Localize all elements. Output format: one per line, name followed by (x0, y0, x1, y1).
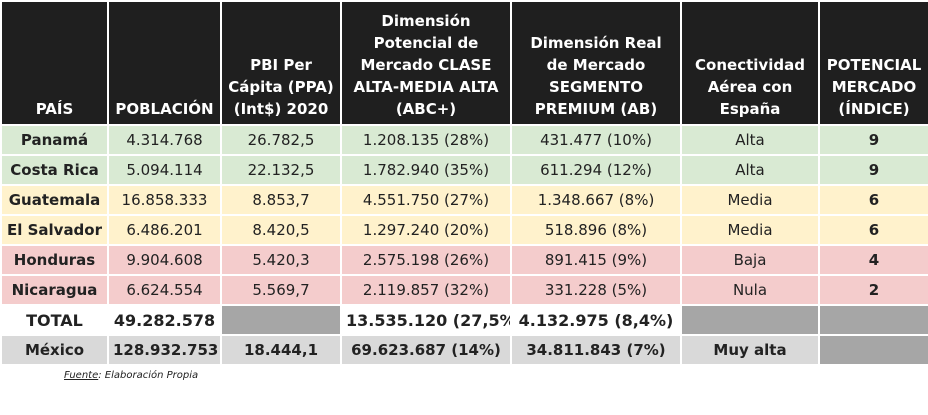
empty-cell (818, 304, 928, 336)
header-line: MERCADO (831, 78, 917, 96)
value-cell: 431.477 (10%) (510, 124, 682, 156)
value-cell: 891.415 (9%) (510, 244, 682, 276)
mexico-row: México 128.932.753 18.444,1 69.623.687 (14%… (0, 334, 928, 366)
data-row: El Salvador 6.486.201 8.420,5 1.297.240 (20… (0, 214, 928, 246)
total-row: TOTAL 49.282.578 13.535.120 (27,5%) 4.132.9… (0, 304, 928, 336)
value-cell: 26.782,5 (220, 124, 342, 156)
header-line: POTENCIAL (826, 56, 922, 74)
value-cell: 2.119.857 (32%) (340, 274, 512, 306)
header-line: de Mercado (546, 56, 646, 74)
data-row: Nicaragua 6.624.554 5.569,7 2.119.857 (32%)… (0, 274, 928, 306)
value-cell: 1.208.135 (28%) (340, 124, 512, 156)
value-cell: 6 (818, 214, 928, 246)
value-cell: 5.420,3 (220, 244, 342, 276)
header-line: ALTA-MEDIA ALTA (353, 78, 499, 96)
value-cell: 2 (818, 274, 928, 306)
empty-cell (680, 304, 820, 336)
value-cell: 9.904.608 (107, 244, 222, 276)
header-cell: POTENCIAL MERCADO (ÍNDICE) (818, 0, 928, 126)
data-row: Guatemala 16.858.333 8.853,7 4.551.750 (27%… (0, 184, 928, 216)
value-cell: 5.569,7 (220, 274, 342, 306)
country-cell: Costa Rica (0, 154, 109, 186)
value-cell: 8.420,5 (220, 214, 342, 246)
header-row: PAÍS POBLACIÓN PBI Per Cápita (PPA) (Int$) 2… (0, 0, 928, 126)
empty-cell (818, 334, 928, 366)
header-line: Dimensión (381, 12, 471, 30)
value-cell: 2.575.198 (26%) (340, 244, 512, 276)
header-line: SEGMENTO (548, 78, 644, 96)
country-cell: Panamá (0, 124, 109, 156)
header-cell: PBI Per Cápita (PPA) (Int$) 2020 (220, 0, 342, 126)
value-cell: 1.782.940 (35%) (340, 154, 512, 186)
value-cell: 4 (818, 244, 928, 276)
value-cell: 4.551.750 (27%) (340, 184, 512, 216)
value-cell: 49.282.578 (107, 304, 222, 336)
source-label: Fuente (64, 370, 99, 381)
country-cell: El Salvador (0, 214, 109, 246)
value-cell: 9 (818, 124, 928, 156)
value-cell: Baja (680, 244, 820, 276)
value-cell: 13.535.120 (27,5%) (340, 304, 512, 336)
country-cell: Honduras (0, 244, 109, 276)
source-note: Fuente: Elaboración Propia (64, 370, 928, 381)
header-line: Potencial de (373, 34, 479, 52)
value-cell: 1.348.667 (8%) (510, 184, 682, 216)
value-cell: 22.132,5 (220, 154, 342, 186)
value-cell: 9 (818, 154, 928, 186)
data-row: Honduras 9.904.608 5.420,3 2.575.198 (26%) 8… (0, 244, 928, 276)
value-cell: 4.314.768 (107, 124, 222, 156)
value-cell: 34.811.843 (7%) (510, 334, 682, 366)
value-cell: 611.294 (12%) (510, 154, 682, 186)
row-label: México (0, 334, 109, 366)
empty-cell (220, 304, 342, 336)
value-cell: 18.444,1 (220, 334, 342, 366)
country-cell: Guatemala (0, 184, 109, 216)
header-line: Aérea con (707, 78, 793, 96)
value-cell: Muy alta (680, 334, 820, 366)
header-cell: Dimensión Real de Mercado SEGMENTO PREMIUM … (510, 0, 682, 126)
header-cell: POBLACIÓN (107, 0, 222, 126)
value-cell: Media (680, 184, 820, 216)
source-text: : Elaboración Propia (98, 370, 199, 381)
value-cell: 1.297.240 (20%) (340, 214, 512, 246)
value-cell: Nula (680, 274, 820, 306)
header-line: Cápita (PPA) (228, 78, 334, 96)
header-line: (ABC+) (395, 100, 457, 118)
header-line: POBLACIÓN (115, 100, 214, 118)
value-cell: Alta (680, 124, 820, 156)
value-cell: 128.932.753 (107, 334, 222, 366)
header-line: PREMIUM (AB) (534, 100, 658, 118)
header-line: Conectividad (695, 56, 805, 74)
header-cell: PAÍS (0, 0, 109, 126)
value-cell: Alta (680, 154, 820, 186)
value-cell: 518.896 (8%) (510, 214, 682, 246)
header-line: (Int$) 2020 (233, 100, 329, 118)
data-row: Costa Rica 5.094.114 22.132,5 1.782.940 (35… (0, 154, 928, 186)
data-table: PAÍS POBLACIÓN PBI Per Cápita (PPA) (Int$) 2… (0, 0, 928, 366)
header-line: (ÍNDICE) (838, 100, 910, 118)
header-line: España (719, 100, 781, 118)
row-label: TOTAL (0, 304, 109, 336)
value-cell: Media (680, 214, 820, 246)
country-cell: Nicaragua (0, 274, 109, 306)
header-line: PBI Per (250, 56, 312, 74)
data-row: Panamá 4.314.768 26.782,5 1.208.135 (28%) 43… (0, 124, 928, 156)
header-line: Mercado CLASE (360, 56, 492, 74)
value-cell: 16.858.333 (107, 184, 222, 216)
header-cell: Dimensión Potencial de Mercado CLASE ALTA-M… (340, 0, 512, 126)
value-cell: 5.094.114 (107, 154, 222, 186)
value-cell: 331.228 (5%) (510, 274, 682, 306)
value-cell: 6.486.201 (107, 214, 222, 246)
header-line: Dimensión Real (530, 34, 662, 52)
value-cell: 6.624.554 (107, 274, 222, 306)
header-line: PAÍS (35, 100, 74, 118)
value-cell: 8.853,7 (220, 184, 342, 216)
value-cell: 6 (818, 184, 928, 216)
value-cell: 4.132.975 (8,4%) (510, 304, 682, 336)
value-cell: 69.623.687 (14%) (340, 334, 512, 366)
header-cell: Conectividad Aérea con España (680, 0, 820, 126)
